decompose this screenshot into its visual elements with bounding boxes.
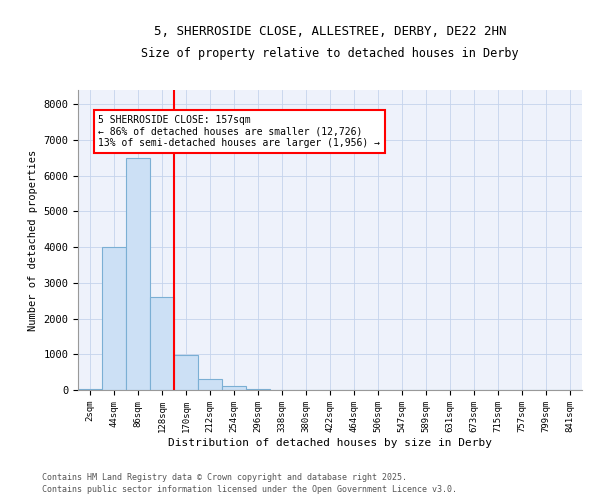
Bar — [126, 158, 150, 390]
Y-axis label: Number of detached properties: Number of detached properties — [28, 150, 38, 330]
Bar — [102, 247, 126, 390]
Text: 5 SHERROSIDE CLOSE: 157sqm
← 86% of detached houses are smaller (12,726)
13% of : 5 SHERROSIDE CLOSE: 157sqm ← 86% of deta… — [98, 115, 380, 148]
Text: Contains HM Land Registry data © Crown copyright and database right 2025.: Contains HM Land Registry data © Crown c… — [42, 474, 407, 482]
Bar — [246, 389, 270, 390]
Bar — [198, 380, 222, 390]
Text: Contains public sector information licensed under the Open Government Licence v3: Contains public sector information licen… — [42, 485, 457, 494]
Bar — [78, 389, 102, 390]
X-axis label: Distribution of detached houses by size in Derby: Distribution of detached houses by size … — [168, 438, 492, 448]
Bar — [174, 356, 198, 390]
Bar — [222, 386, 246, 390]
Text: Size of property relative to detached houses in Derby: Size of property relative to detached ho… — [141, 48, 519, 60]
Text: 5, SHERROSIDE CLOSE, ALLESTREE, DERBY, DE22 2HN: 5, SHERROSIDE CLOSE, ALLESTREE, DERBY, D… — [154, 25, 506, 38]
Bar — [150, 297, 174, 390]
